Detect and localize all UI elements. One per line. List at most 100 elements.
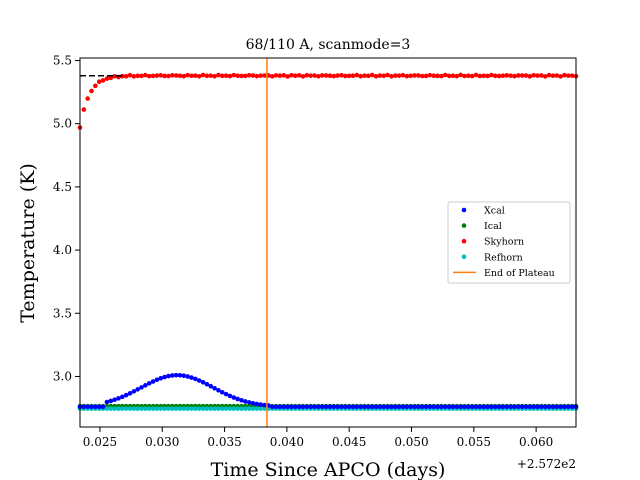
xcal-point: [289, 404, 294, 410]
refhorn-point: [185, 406, 190, 411]
xcal-point: [85, 404, 90, 410]
refhorn-point: [135, 406, 140, 411]
refhorn-point: [204, 406, 210, 411]
refhorn-point: [219, 406, 225, 411]
legend-label: Ical: [484, 221, 502, 232]
skyhorn-point: [200, 72, 206, 78]
xcal-point: [389, 404, 394, 410]
refhorn-point: [169, 406, 175, 411]
skyhorn-point: [89, 88, 94, 94]
refhorn-point: [143, 406, 148, 411]
refhorn-point: [173, 406, 179, 411]
xcal-point: [200, 380, 206, 385]
xcal-point: [343, 404, 348, 410]
xcal-point: [96, 404, 102, 410]
x-tick-label: 0.035: [207, 435, 241, 449]
skyhorn-point: [446, 73, 452, 79]
skyhorn-point: [566, 73, 571, 78]
refhorn-point: [123, 406, 129, 411]
xcal-point: [250, 400, 256, 406]
skyhorn-point: [423, 73, 429, 79]
skyhorn-point: [146, 73, 152, 79]
xcal-point: [450, 404, 456, 410]
xcal-point: [212, 385, 217, 391]
xcal-point: [423, 404, 429, 410]
y-axis-label: Temperature (K): [17, 163, 39, 323]
skyhorn-point: [223, 73, 229, 79]
skyhorn-point: [166, 73, 171, 79]
xcal-point: [504, 404, 510, 410]
skyhorn-point: [254, 73, 260, 79]
skyhorn-point: [439, 73, 444, 79]
skyhorn-point: [262, 73, 267, 78]
xcal-point: [535, 404, 540, 410]
xcal-point: [508, 404, 513, 410]
skyhorn-point: [169, 73, 175, 78]
legend-label: Skyhorn: [484, 237, 524, 248]
xcal-point: [546, 404, 552, 410]
skyhorn-point: [196, 73, 202, 79]
series-skyhorn: [77, 72, 579, 130]
y-axis-ticks: 3.0 3.5 4.0 4.5 5.0 5.5: [53, 54, 80, 383]
xcal-point: [150, 379, 156, 384]
xcal-point: [562, 404, 567, 410]
y-tick-label: 3.5: [53, 306, 72, 320]
xcal-point: [216, 387, 221, 393]
xcal-point: [554, 404, 560, 410]
xcal-point: [116, 396, 121, 401]
xcal-point: [539, 404, 544, 410]
refhorn-point: [227, 406, 233, 411]
xcal-point: [477, 404, 483, 410]
reference-lines-layer: [80, 58, 268, 427]
skyhorn-point: [273, 73, 279, 78]
xcal-point: [273, 404, 279, 410]
xcal-point: [323, 404, 329, 410]
skyhorn-point: [435, 73, 440, 79]
xcal-point: [312, 404, 317, 410]
xcal-point: [208, 383, 214, 389]
refhorn-point: [258, 406, 264, 411]
x-tick-label: 0.045: [332, 435, 366, 449]
skyhorn-point: [500, 73, 506, 79]
skyhorn-point: [143, 72, 148, 78]
xcal-point: [516, 404, 521, 410]
skyhorn-point: [354, 72, 360, 78]
xcal-point: [416, 404, 421, 410]
skyhorn-point: [381, 73, 387, 79]
xcal-point: [246, 400, 252, 405]
xcal-point: [177, 372, 183, 378]
refhorn-point: [166, 406, 171, 411]
skyhorn-point: [293, 73, 298, 78]
skyhorn-point: [466, 73, 471, 78]
skyhorn-point: [158, 73, 164, 78]
xcal-point: [281, 404, 287, 410]
refhorn-point: [127, 406, 133, 411]
skyhorn-point: [469, 73, 475, 79]
xcal-point: [354, 404, 360, 410]
x-tick-label: 0.025: [83, 435, 117, 449]
skyhorn-point: [339, 72, 344, 78]
skyhorn-point: [258, 73, 264, 78]
xcal-point: [408, 404, 413, 410]
skyhorn-point: [385, 72, 390, 78]
skyhorn-point: [239, 73, 244, 79]
skyhorn-point: [389, 74, 394, 79]
legend-marker: [461, 207, 467, 213]
skyhorn-point: [550, 73, 556, 79]
xcal-point: [439, 404, 444, 410]
xcal-point: [223, 391, 229, 397]
skyhorn-point: [350, 73, 356, 79]
xcal-point: [481, 404, 487, 410]
xcal-point: [362, 404, 367, 410]
skyhorn-point: [250, 73, 256, 78]
skyhorn-point: [104, 76, 110, 81]
xcal-point: [112, 397, 117, 403]
xcal-point: [435, 404, 440, 410]
skyhorn-point: [492, 73, 498, 79]
xcal-point: [454, 404, 460, 410]
skyhorn-point: [427, 72, 433, 78]
xcal-point: [512, 404, 517, 410]
y-tick-label: 5.5: [53, 54, 72, 68]
skyhorn-point: [396, 73, 402, 78]
